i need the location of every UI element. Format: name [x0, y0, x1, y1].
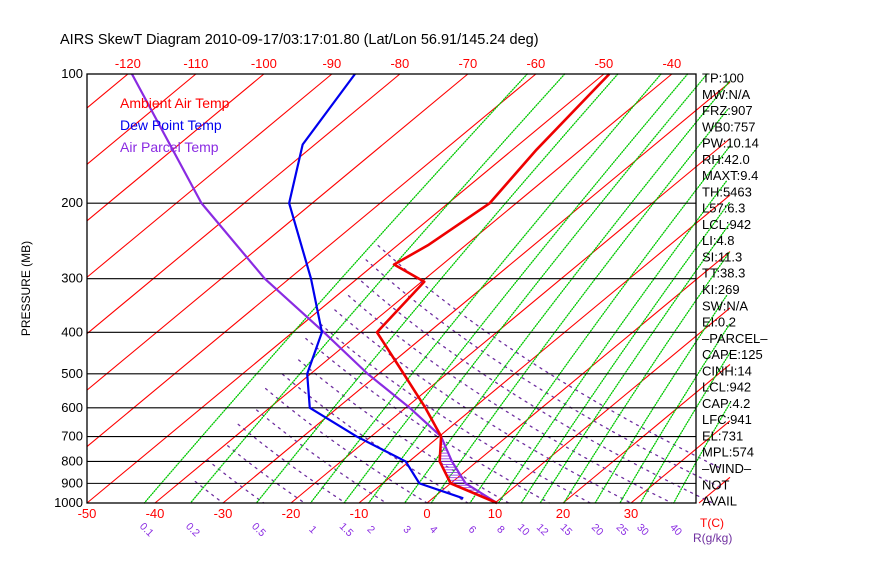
svg-text:LFC:941: LFC:941 — [702, 412, 752, 427]
svg-text:Air Parcel Temp: Air Parcel Temp — [120, 139, 219, 155]
svg-text:MW:N/A: MW:N/A — [702, 87, 750, 102]
svg-text:200: 200 — [61, 195, 83, 210]
svg-text:–WIND–: –WIND– — [702, 461, 752, 476]
svg-text:SI:11.3: SI:11.3 — [702, 249, 742, 264]
svg-text:300: 300 — [61, 271, 83, 286]
svg-text:600: 600 — [61, 400, 83, 415]
svg-text:CAP:4.2: CAP:4.2 — [702, 396, 750, 411]
svg-text:-70: -70 — [458, 56, 477, 71]
svg-text:30: 30 — [624, 506, 638, 521]
svg-text:SW:N/A: SW:N/A — [702, 298, 748, 313]
svg-text:MAXT:9.4: MAXT:9.4 — [702, 168, 758, 183]
svg-text:EI:0.2: EI:0.2 — [702, 315, 736, 330]
svg-text:RH:42.0: RH:42.0 — [702, 152, 750, 167]
svg-text:-20: -20 — [282, 506, 301, 521]
svg-text:AVAIL: AVAIL — [702, 494, 737, 509]
svg-text:-120: -120 — [115, 56, 141, 71]
svg-text:R(g/kg): R(g/kg) — [693, 531, 732, 545]
svg-text:10: 10 — [488, 506, 502, 521]
svg-text:-60: -60 — [526, 56, 545, 71]
svg-text:T(C): T(C) — [700, 516, 724, 530]
svg-text:20: 20 — [556, 506, 570, 521]
svg-text:TP:100: TP:100 — [702, 71, 744, 86]
svg-text:700: 700 — [61, 429, 83, 444]
svg-text:AIRS SkewT Diagram 2010-09-17/: AIRS SkewT Diagram 2010-09-17/03:17:01.8… — [60, 32, 539, 48]
svg-text:NOT: NOT — [702, 477, 730, 492]
svg-text:Dew Point Temp: Dew Point Temp — [120, 117, 222, 133]
svg-text:-50: -50 — [594, 56, 613, 71]
svg-text:-10: -10 — [350, 506, 369, 521]
svg-text:KI:269: KI:269 — [702, 282, 740, 297]
svg-text:EL:731: EL:731 — [702, 428, 743, 443]
svg-text:CAPE:125: CAPE:125 — [702, 347, 763, 362]
svg-text:WB0:757: WB0:757 — [702, 119, 755, 134]
svg-text:1000: 1000 — [54, 495, 83, 510]
svg-text:900: 900 — [61, 475, 83, 490]
svg-text:PRESSURE (MB): PRESSURE (MB) — [19, 241, 33, 336]
svg-text:LCL:942: LCL:942 — [702, 380, 751, 395]
svg-text:LI:4.8: LI:4.8 — [702, 233, 735, 248]
svg-text:100: 100 — [61, 66, 83, 81]
svg-text:TH:5463: TH:5463 — [702, 184, 752, 199]
svg-text:-80: -80 — [390, 56, 409, 71]
svg-text:TT:38.3: TT:38.3 — [702, 266, 745, 281]
svg-text:500: 500 — [61, 366, 83, 381]
svg-text:0: 0 — [423, 506, 430, 521]
svg-text:CINH:14: CINH:14 — [702, 363, 752, 378]
svg-text:-30: -30 — [214, 506, 233, 521]
svg-text:-110: -110 — [183, 56, 208, 71]
svg-text:800: 800 — [61, 453, 83, 468]
svg-text:400: 400 — [61, 324, 83, 339]
svg-text:-90: -90 — [322, 56, 341, 71]
svg-text:MPL:574: MPL:574 — [702, 445, 754, 460]
svg-text:-100: -100 — [251, 56, 277, 71]
svg-text:-40: -40 — [662, 56, 681, 71]
svg-text:PW:10.14: PW:10.14 — [702, 136, 759, 151]
svg-text:FRZ:907: FRZ:907 — [702, 103, 753, 118]
svg-text:L57:6.3: L57:6.3 — [702, 201, 745, 216]
svg-text:Ambient Air Temp: Ambient Air Temp — [120, 95, 230, 111]
svg-text:-40: -40 — [146, 506, 165, 521]
svg-text:–PARCEL–: –PARCEL– — [702, 331, 768, 346]
svg-text:LCL:942: LCL:942 — [702, 217, 751, 232]
